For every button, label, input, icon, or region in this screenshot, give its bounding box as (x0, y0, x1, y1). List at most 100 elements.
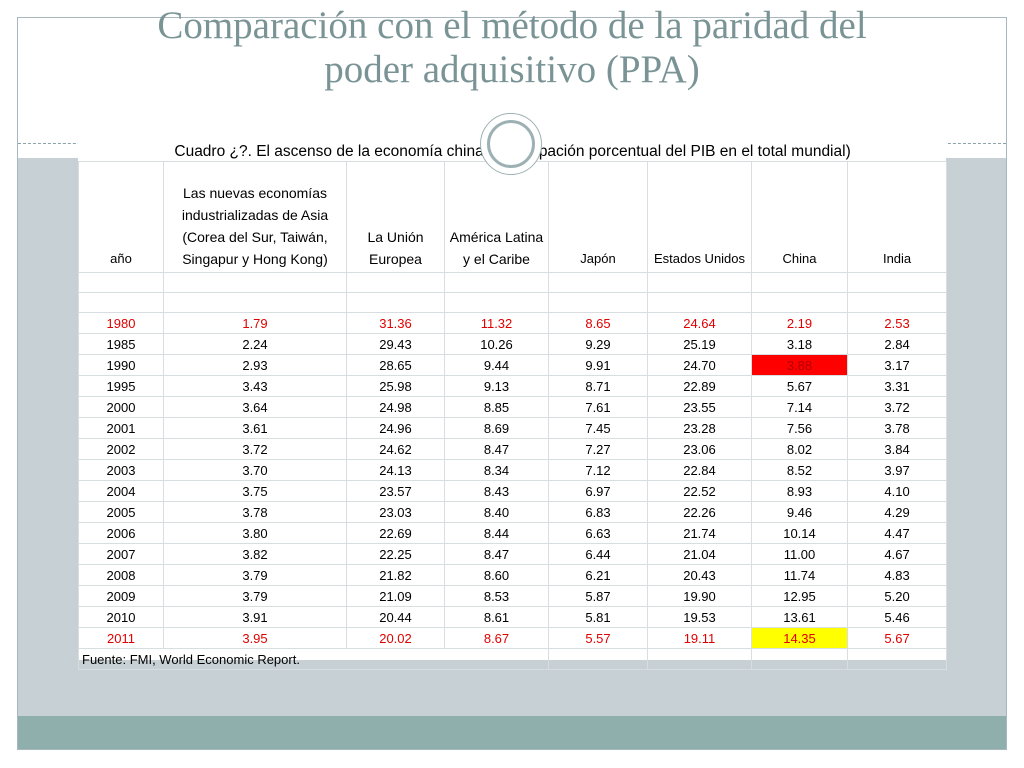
table-row: 1995 3.43 25.98 9.13 8.71 22.89 5.67 3.31 (78, 375, 948, 397)
value-cell: 10.14 (751, 522, 848, 544)
value-cell: 8.02 (751, 438, 848, 460)
value-cell: 13.61 (751, 606, 848, 628)
title-line-2: poder adquisitivo (PPA) (324, 48, 700, 91)
value-cell: 21.82 (346, 564, 445, 586)
value-cell: 3.64 (163, 396, 347, 418)
value-cell: 1.79 (163, 312, 347, 334)
table-row: 2005 3.78 23.03 8.40 6.83 22.26 9.46 4.29 (78, 501, 948, 523)
header-china: China (751, 161, 848, 273)
value-cell: 8.71 (548, 375, 648, 397)
value-cell: 3.70 (163, 459, 347, 481)
value-cell: 7.12 (548, 459, 648, 481)
value-cell: 24.62 (346, 438, 445, 460)
value-cell: 8.69 (444, 417, 549, 439)
value-cell: 8.61 (444, 606, 549, 628)
table-row: 2004 3.75 23.57 8.43 6.97 22.52 8.93 4.10 (78, 480, 948, 502)
table-row: 2007 3.82 22.25 8.47 6.44 21.04 11.00 4.67 (78, 543, 948, 565)
value-cell: 8.93 (751, 480, 848, 502)
value-cell: 9.44 (444, 354, 549, 376)
value-cell: 9.13 (444, 375, 549, 397)
value-cell: 5.20 (846, 585, 948, 607)
value-cell: 6.21 (548, 564, 648, 586)
value-cell: 23.06 (647, 438, 752, 460)
value-cell: 2.24 (163, 333, 347, 355)
value-cell: 5.46 (846, 606, 948, 628)
value-cell: 22.25 (346, 543, 445, 565)
value-cell: 19.11 (647, 627, 752, 649)
value-cell: 4.67 (846, 543, 948, 565)
value-cell: 25.98 (346, 375, 445, 397)
value-cell: 3.91 (163, 606, 347, 628)
value-cell: 24.98 (346, 396, 445, 418)
header-asia-nies: Las nuevas economías industrializadas de… (163, 161, 347, 273)
year-cell: 2005 (78, 501, 164, 523)
value-cell: 3.43 (163, 375, 347, 397)
value-cell: 8.47 (444, 543, 549, 565)
source-note: Fuente: FMI, World Economic Report. (78, 648, 549, 670)
value-cell: 8.67 (444, 627, 549, 649)
spacer-row (78, 292, 948, 313)
table-row: 2000 3.64 24.98 8.85 7.61 23.55 7.14 3.72 (78, 396, 948, 418)
value-cell: 4.29 (846, 501, 948, 523)
value-cell: 3.72 (163, 438, 347, 460)
value-cell: 3.80 (163, 522, 347, 544)
table-row: 2002 3.72 24.62 8.47 7.27 23.06 8.02 3.84 (78, 438, 948, 460)
header-usa: Estados Unidos (647, 161, 752, 273)
year-cell: 2001 (78, 417, 164, 439)
value-cell: 5.57 (548, 627, 648, 649)
source-row: Fuente: FMI, World Economic Report. (78, 648, 948, 670)
table-row: 2010 3.91 20.44 8.61 5.81 19.53 13.61 5.46 (78, 606, 948, 628)
year-cell: 2003 (78, 459, 164, 481)
empty-cell (846, 648, 948, 670)
value-cell: 3.79 (163, 585, 347, 607)
value-cell: 19.53 (647, 606, 752, 628)
value-cell: 25.19 (647, 333, 752, 355)
value-cell: 24.13 (346, 459, 445, 481)
value-cell: 24.64 (647, 312, 752, 334)
value-cell: 21.09 (346, 585, 445, 607)
value-cell: 22.84 (647, 459, 752, 481)
value-cell: 3.79 (163, 564, 347, 586)
value-cell: 3.97 (846, 459, 948, 481)
value-cell: 5.81 (548, 606, 648, 628)
value-cell: 22.52 (647, 480, 752, 502)
header-year: año (78, 161, 164, 273)
footer-band (18, 716, 1006, 749)
value-cell: 9.91 (548, 354, 648, 376)
value-cell: 22.69 (346, 522, 445, 544)
value-cell: 20.43 (647, 564, 752, 586)
decorative-ring (487, 120, 535, 168)
value-cell: 8.65 (548, 312, 648, 334)
value-cell: 8.60 (444, 564, 549, 586)
table-row: 2003 3.70 24.13 8.34 7.12 22.84 8.52 3.97 (78, 459, 948, 481)
table-row: 2008 3.79 21.82 8.60 6.21 20.43 11.74 4.83 (78, 564, 948, 586)
value-cell: 21.04 (647, 543, 752, 565)
year-cell: 2007 (78, 543, 164, 565)
year-cell: 2002 (78, 438, 164, 460)
value-cell: 8.34 (444, 459, 549, 481)
value-cell: 9.29 (548, 333, 648, 355)
table-row: 1985 2.24 29.43 10.26 9.29 25.19 3.18 2.84 (78, 333, 948, 355)
value-cell: 19.90 (647, 585, 752, 607)
value-cell: 6.44 (548, 543, 648, 565)
value-cell: 3.31 (846, 375, 948, 397)
title-line-1: Comparación con el método de la paridad … (157, 4, 867, 47)
value-cell: 11.32 (444, 312, 549, 334)
year-cell: 2009 (78, 585, 164, 607)
value-cell: 7.45 (548, 417, 648, 439)
value-cell: 20.02 (346, 627, 445, 649)
value-cell: 28.65 (346, 354, 445, 376)
value-cell: 3.17 (846, 354, 948, 376)
value-cell: 8.52 (751, 459, 848, 481)
value-cell: 4.83 (846, 564, 948, 586)
value-cell: 8.53 (444, 585, 549, 607)
empty-cell (548, 648, 648, 670)
value-cell: 7.27 (548, 438, 648, 460)
year-cell: 1980 (78, 312, 164, 334)
value-cell: 23.57 (346, 480, 445, 502)
value-cell: 22.26 (647, 501, 752, 523)
spacer-row (78, 272, 948, 293)
value-cell: 11.74 (751, 564, 848, 586)
value-cell: 5.67 (751, 375, 848, 397)
value-cell: 8.47 (444, 438, 549, 460)
